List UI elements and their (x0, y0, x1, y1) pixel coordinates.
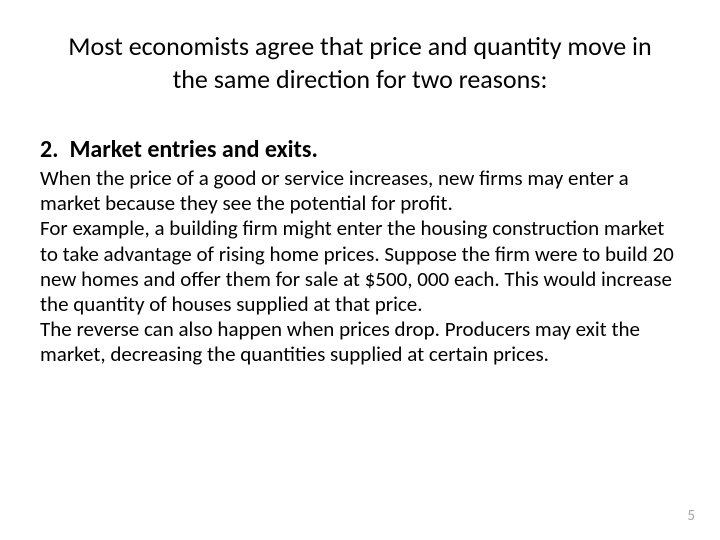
slide-title: Most economists agree that price and qua… (40, 30, 680, 95)
section-heading-text: Market entries and exits. (69, 135, 317, 164)
body-paragraph-3: The reverse can also happen when prices … (40, 317, 680, 367)
body-paragraph-2: For example, a building firm might enter… (40, 216, 680, 317)
section-number: 2. (40, 135, 59, 164)
page-number: 5 (687, 507, 695, 525)
body-paragraph-1: When the price of a good or service incr… (40, 166, 680, 216)
section-heading: 2. Market entries and exits. (40, 135, 680, 164)
